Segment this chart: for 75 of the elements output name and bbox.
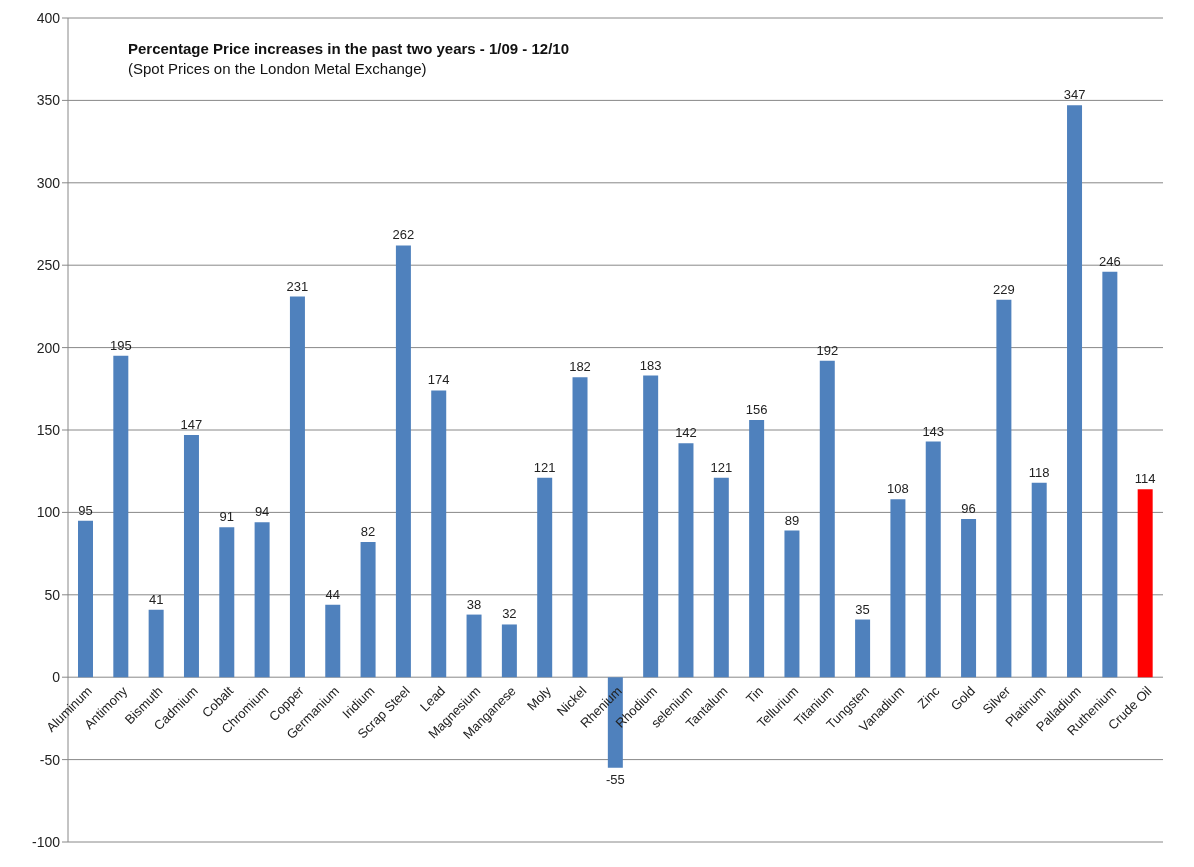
bar bbox=[961, 518, 977, 678]
data-label: 108 bbox=[887, 481, 909, 497]
bar bbox=[1031, 482, 1047, 678]
bar bbox=[395, 245, 411, 678]
y-tick-label: 150 bbox=[36, 421, 61, 438]
data-label: 142 bbox=[675, 425, 697, 441]
bar bbox=[537, 477, 553, 678]
bar bbox=[996, 299, 1012, 678]
data-label: 44 bbox=[325, 586, 340, 602]
bar bbox=[1067, 105, 1083, 678]
y-tick-label: 350 bbox=[36, 92, 61, 109]
bar bbox=[784, 530, 800, 678]
data-label: 143 bbox=[922, 423, 945, 439]
bar bbox=[325, 604, 341, 678]
bar bbox=[431, 390, 447, 678]
bar bbox=[360, 542, 376, 678]
data-label: 82 bbox=[360, 524, 376, 540]
data-label: 121 bbox=[533, 459, 556, 475]
data-label: 91 bbox=[219, 509, 235, 525]
y-tick-label: 100 bbox=[36, 504, 61, 521]
data-label: 183 bbox=[639, 357, 662, 373]
y-tick-label: 250 bbox=[36, 257, 61, 274]
bar bbox=[254, 522, 270, 678]
data-label: 174 bbox=[427, 372, 450, 388]
data-label: 118 bbox=[1028, 464, 1050, 480]
data-label: 35 bbox=[855, 601, 870, 617]
bar bbox=[466, 614, 482, 678]
text: (Spot Prices on the London Metal Exchange) bbox=[128, 60, 428, 77]
bar bbox=[890, 499, 906, 678]
bar bbox=[113, 355, 129, 678]
data-label: 195 bbox=[109, 337, 132, 353]
bar bbox=[925, 441, 941, 678]
y-tick-label: 0 bbox=[52, 669, 61, 686]
bar bbox=[643, 375, 659, 678]
bar bbox=[819, 360, 835, 678]
data-label: 32 bbox=[502, 606, 517, 622]
y-tick-label: -50 bbox=[39, 751, 61, 768]
y-tick-label: 400 bbox=[36, 9, 61, 26]
data-label: 156 bbox=[745, 402, 768, 418]
bar bbox=[219, 527, 235, 678]
data-label: 94 bbox=[254, 504, 270, 520]
bar bbox=[855, 619, 871, 678]
bar bbox=[501, 624, 517, 678]
y-tick-label: 200 bbox=[36, 339, 61, 356]
bar bbox=[78, 520, 93, 678]
text: Percentage Price increases in the past two years - 1/09 - 12/10 bbox=[128, 40, 570, 57]
bar bbox=[678, 443, 694, 678]
data-label: 89 bbox=[784, 512, 800, 528]
bar bbox=[289, 296, 305, 678]
bar bbox=[148, 609, 164, 678]
data-label: 38 bbox=[466, 596, 482, 612]
data-label: 95 bbox=[78, 502, 93, 518]
data-label: 121 bbox=[710, 459, 733, 475]
y-tick-label: -100 bbox=[31, 833, 61, 850]
data-label: 182 bbox=[569, 359, 591, 375]
bar bbox=[713, 477, 729, 678]
bar bbox=[749, 420, 765, 678]
data-label: 114 bbox=[1134, 471, 1156, 487]
data-label: 246 bbox=[1099, 253, 1121, 269]
x-tick-label: Zinc bbox=[914, 682, 943, 712]
data-label: 41 bbox=[148, 591, 164, 607]
bar bbox=[1102, 271, 1118, 678]
y-tick-label: 300 bbox=[36, 174, 61, 191]
y-tick-label: 50 bbox=[44, 586, 61, 603]
data-label: -55 bbox=[605, 771, 625, 787]
data-label: 231 bbox=[286, 278, 309, 294]
data-label: 96 bbox=[961, 500, 976, 516]
bar bbox=[183, 434, 199, 678]
bar bbox=[572, 377, 588, 678]
data-label: 262 bbox=[392, 227, 415, 243]
data-label: 347 bbox=[1063, 87, 1086, 103]
data-label: 229 bbox=[993, 281, 1015, 297]
bar bbox=[1137, 489, 1153, 678]
data-label: 192 bbox=[816, 342, 839, 358]
data-label: 147 bbox=[180, 416, 203, 432]
